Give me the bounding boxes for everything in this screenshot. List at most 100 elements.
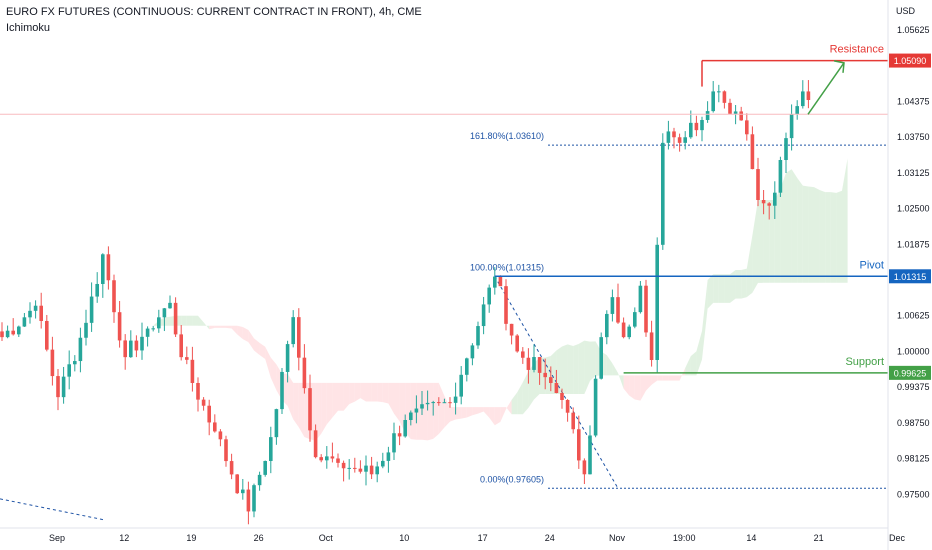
candle <box>145 326 150 347</box>
cloud-segment <box>270 357 277 391</box>
candle-body <box>521 351 525 358</box>
time-tick-label: 19 <box>186 533 196 543</box>
cloud-segment <box>91 327 98 341</box>
candle-body <box>756 169 760 200</box>
candle <box>420 390 424 415</box>
candle <box>795 100 799 120</box>
candle-body <box>778 160 783 193</box>
candle <box>17 325 21 338</box>
candle <box>185 346 189 365</box>
cloud-segment <box>394 382 400 422</box>
cloud-segment <box>735 270 742 299</box>
candle <box>610 289 615 322</box>
candle-body <box>207 405 211 423</box>
candle-body <box>5 330 10 338</box>
time-tick-label: 12 <box>119 533 129 543</box>
candle-body <box>375 466 379 475</box>
candle <box>481 296 486 335</box>
candle <box>672 127 676 149</box>
candle-body <box>73 361 77 365</box>
candle-body <box>605 313 609 338</box>
cloud-segment <box>354 382 361 402</box>
time-axis[interactable]: Sep 12 19 26 Oct 10 17 24 Nov 19:00 14 21 Dec <box>0 527 905 543</box>
candle-body <box>705 111 710 120</box>
cloud-segment <box>506 399 512 415</box>
candle <box>504 279 508 331</box>
level-price-badge <box>889 365 931 380</box>
cloud-segment <box>517 382 523 415</box>
cloud-segment <box>254 338 260 355</box>
candle-body <box>448 402 452 404</box>
cloud-segment <box>814 187 820 283</box>
candle <box>229 453 234 480</box>
cloud-segment <box>444 395 450 428</box>
cloud-segment <box>293 382 299 428</box>
cloud-segment <box>181 315 187 326</box>
cloud-segment <box>231 325 238 335</box>
candle-body <box>117 312 122 341</box>
candle-body <box>627 326 631 338</box>
candle-body <box>801 91 805 107</box>
candlesticks <box>0 80 811 525</box>
candle-body <box>509 323 514 336</box>
candle-body <box>672 131 676 138</box>
cloud-segment <box>741 268 747 299</box>
time-tick-label: Sep <box>49 533 65 543</box>
ichimoku-cloud <box>46 158 848 441</box>
candle <box>621 317 626 339</box>
cloud-segment <box>410 382 417 440</box>
level-annotation: Pivot <box>860 259 884 271</box>
candle-body <box>773 192 777 206</box>
candle-body <box>806 91 811 100</box>
candle-body <box>168 302 172 309</box>
candle-body <box>280 371 284 410</box>
cloud-segment <box>836 190 842 283</box>
price-axis[interactable]: USD 1.05625 1.04375 1.03750 1.03125 1.02500 1… <box>887 0 930 550</box>
candle <box>717 84 721 103</box>
cloud-segment <box>438 382 445 435</box>
cloud-segment <box>198 315 204 326</box>
candle <box>498 275 503 287</box>
candle-body <box>56 376 60 398</box>
cloud-segment <box>634 375 641 401</box>
level-annotation: Resistance <box>830 44 884 56</box>
cloud-segment <box>58 331 64 334</box>
candle <box>655 237 659 373</box>
candle <box>773 181 777 220</box>
cloud-segment <box>774 188 781 283</box>
price-tick-label: 1.00625 <box>897 311 930 321</box>
cloud-segment <box>349 382 355 405</box>
candle-body <box>481 304 486 327</box>
candle-body <box>571 412 575 430</box>
time-tick-label: Oct <box>319 533 334 543</box>
candle-body <box>397 433 402 437</box>
candle-body <box>179 334 183 358</box>
candle <box>11 318 15 336</box>
candle <box>101 253 105 298</box>
candle-body <box>364 465 368 472</box>
candle-body <box>767 203 771 206</box>
candle <box>549 366 553 392</box>
candle <box>633 307 637 329</box>
cloud-segment <box>646 375 652 391</box>
candle <box>521 347 525 364</box>
candle <box>358 460 363 474</box>
candle <box>459 366 463 405</box>
candle <box>196 377 200 412</box>
candle <box>263 460 267 477</box>
candle <box>756 157 760 207</box>
candle <box>381 452 385 469</box>
candle <box>571 407 575 434</box>
candle <box>711 81 715 113</box>
candle <box>661 133 665 250</box>
candle-body <box>218 431 223 440</box>
candle-body <box>28 310 32 318</box>
candle-body <box>554 383 559 393</box>
price-tick-label: 1.03125 <box>897 168 930 178</box>
candle-body <box>728 102 732 114</box>
cloud-segment <box>455 407 462 420</box>
candle-body <box>593 378 598 436</box>
candle <box>112 274 116 323</box>
candle-body <box>263 460 267 475</box>
